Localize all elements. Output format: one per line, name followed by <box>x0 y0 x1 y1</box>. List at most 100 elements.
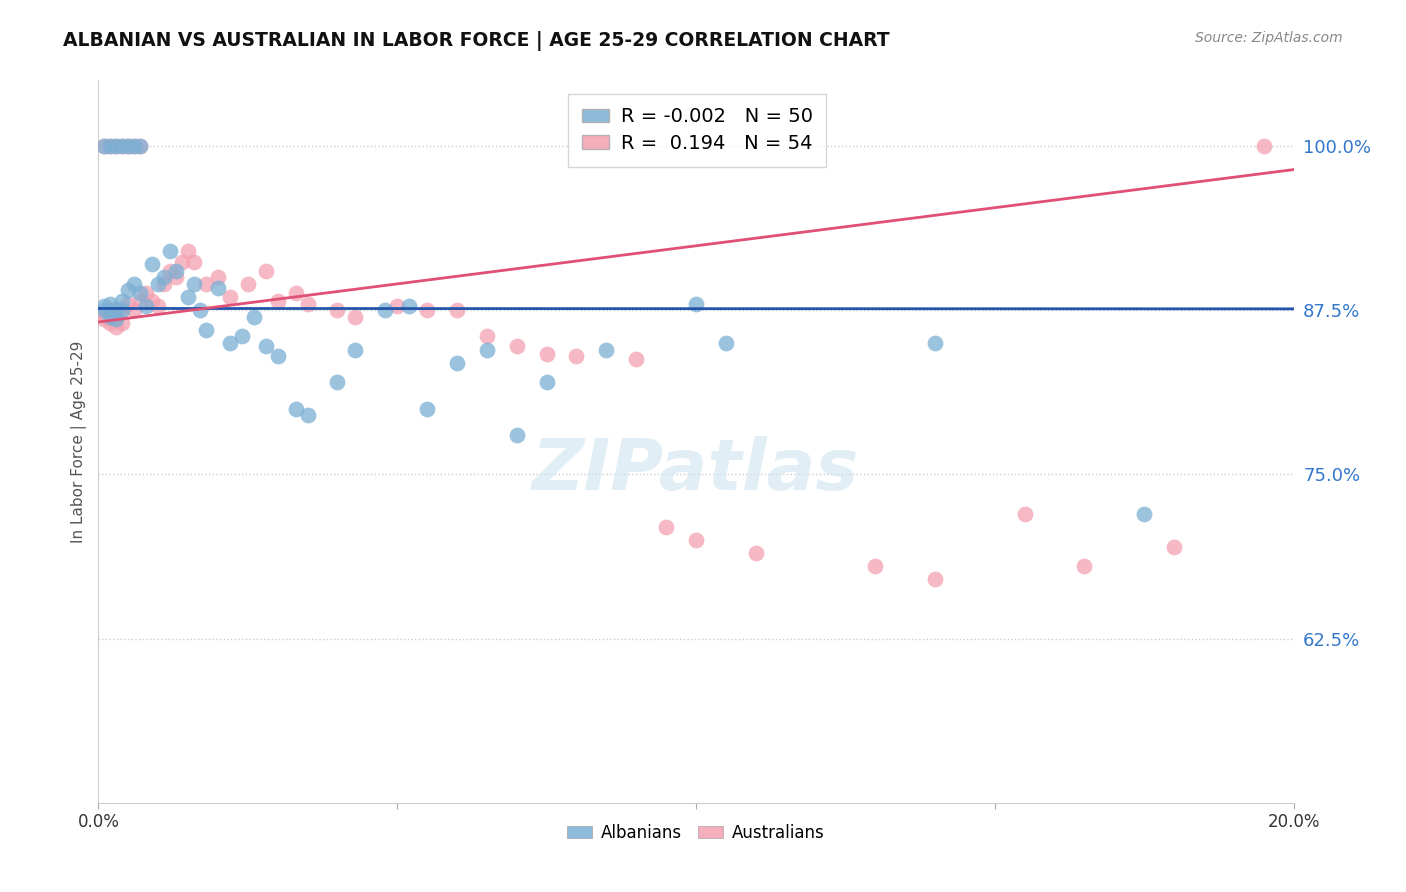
Point <box>207 270 229 285</box>
Point <box>1014 507 1036 521</box>
Point <box>626 351 648 366</box>
Point <box>536 376 558 390</box>
Point <box>219 290 242 304</box>
Point <box>111 139 134 153</box>
Point <box>111 293 134 308</box>
Point <box>117 139 139 153</box>
Point <box>111 303 134 318</box>
Point <box>267 293 290 308</box>
Text: ZIPatlas: ZIPatlas <box>533 436 859 505</box>
Point <box>111 303 134 318</box>
Point <box>446 356 468 370</box>
Point <box>105 320 128 334</box>
Point <box>105 310 128 324</box>
Point <box>714 336 737 351</box>
Point <box>177 244 200 258</box>
Point <box>284 401 307 416</box>
Point <box>416 401 439 416</box>
Point <box>243 310 266 324</box>
Point <box>98 296 122 310</box>
Point <box>207 281 229 295</box>
Point <box>98 310 122 324</box>
Point <box>475 343 498 357</box>
Point <box>111 139 134 153</box>
Point <box>135 299 157 313</box>
Point <box>141 257 163 271</box>
Point <box>93 307 115 321</box>
Point <box>188 303 211 318</box>
Text: ALBANIAN VS AUSTRALIAN IN LABOR FORCE | AGE 25-29 CORRELATION CHART: ALBANIAN VS AUSTRALIAN IN LABOR FORCE | … <box>63 31 890 51</box>
Point <box>655 520 678 534</box>
Point <box>385 299 409 313</box>
Point <box>93 312 115 326</box>
Point <box>105 139 128 153</box>
Point <box>398 299 420 313</box>
Point <box>536 346 558 360</box>
Point <box>141 293 163 308</box>
Point <box>254 264 277 278</box>
Point <box>129 139 152 153</box>
Point <box>172 254 194 268</box>
Point <box>446 303 468 318</box>
Point <box>1073 559 1095 574</box>
Point <box>177 290 200 304</box>
Point <box>475 329 498 343</box>
Point <box>124 277 146 291</box>
Point <box>165 264 187 278</box>
Point <box>326 303 349 318</box>
Point <box>93 303 115 318</box>
Point <box>117 284 139 298</box>
Point <box>924 336 946 351</box>
Point <box>685 533 707 547</box>
Point <box>219 336 242 351</box>
Point <box>117 139 139 153</box>
Point <box>105 312 128 326</box>
Point <box>153 277 176 291</box>
Point <box>236 277 259 291</box>
Y-axis label: In Labor Force | Age 25-29: In Labor Force | Age 25-29 <box>72 341 87 542</box>
Point <box>195 323 218 337</box>
Point <box>183 254 205 268</box>
Point <box>105 301 128 316</box>
Point <box>159 244 181 258</box>
Point <box>148 277 170 291</box>
Text: Source: ZipAtlas.com: Source: ZipAtlas.com <box>1195 31 1343 45</box>
Point <box>745 546 768 560</box>
Point <box>865 559 887 574</box>
Point <box>231 329 253 343</box>
Point <box>98 303 122 318</box>
Point <box>595 343 617 357</box>
Point <box>93 139 115 153</box>
Point <box>416 303 439 318</box>
Point <box>297 409 319 423</box>
Point <box>1253 139 1275 153</box>
Point <box>284 286 307 301</box>
Point <box>685 296 707 310</box>
Point <box>1133 507 1156 521</box>
Point <box>93 299 115 313</box>
Legend: Albanians, Australians: Albanians, Australians <box>561 817 831 848</box>
Point <box>148 299 170 313</box>
Point <box>135 286 157 301</box>
Point <box>924 573 946 587</box>
Point <box>326 376 349 390</box>
Point <box>165 270 187 285</box>
Point <box>344 343 367 357</box>
Point <box>195 277 218 291</box>
Point <box>1163 540 1185 554</box>
Point <box>344 310 367 324</box>
Point <box>506 428 529 442</box>
Point <box>124 139 146 153</box>
Point <box>254 338 277 352</box>
Point <box>297 296 319 310</box>
Point <box>183 277 205 291</box>
Point <box>506 338 529 352</box>
Point <box>129 293 152 308</box>
Point <box>129 139 152 153</box>
Point <box>565 349 588 363</box>
Point <box>124 139 146 153</box>
Point <box>129 286 152 301</box>
Point <box>153 270 176 285</box>
Point <box>98 139 122 153</box>
Point <box>374 303 396 318</box>
